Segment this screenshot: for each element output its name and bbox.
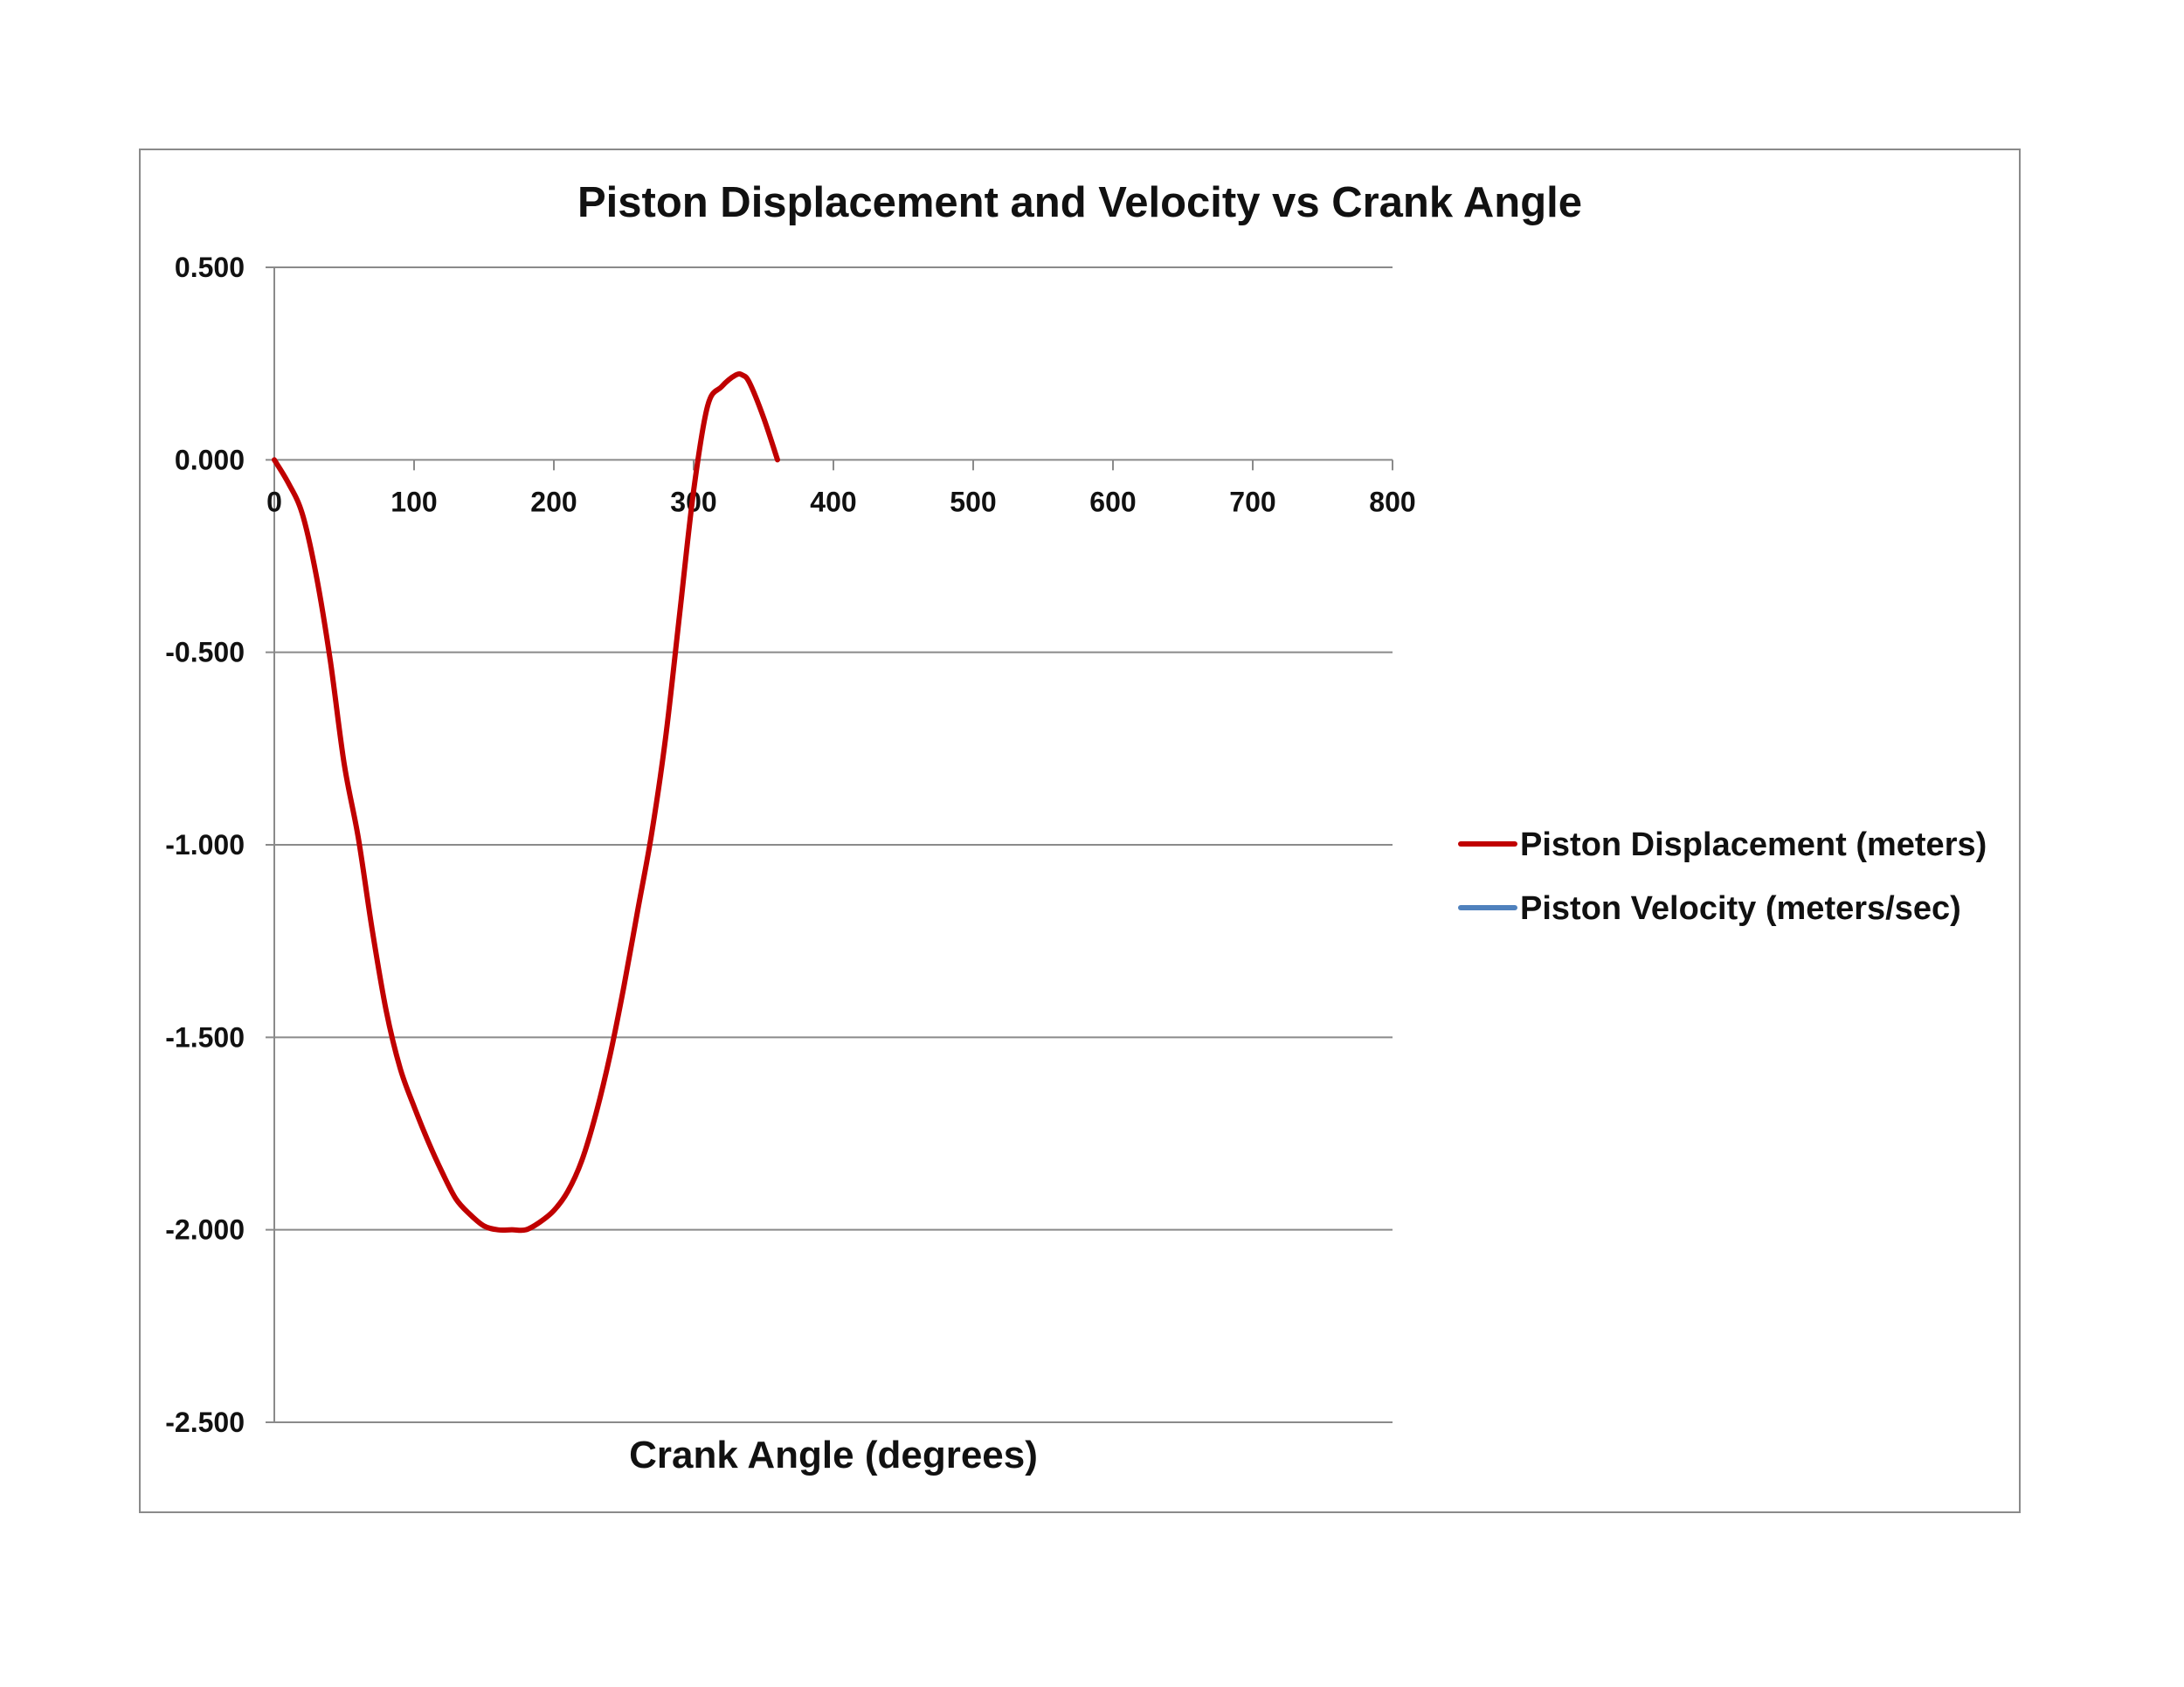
chart-title: Piston Displacement and Velocity vs Cran… [577, 179, 1582, 226]
x-tick-label: 0 [266, 486, 282, 517]
gridlines [266, 266, 1393, 1423]
series-line-0 [272, 371, 780, 1234]
chart-frame [139, 149, 2021, 1513]
x-tick-label: 400 [810, 486, 856, 517]
y-tick-labels: 0.500 0.000 -0.500 -1.000 -1.500 -2.000 -2.500 [165, 252, 245, 1438]
x-axis-label: Crank Angle (degrees) [629, 1434, 1038, 1476]
x-tick-labels: 0 100 200 300 400 500 600 700 800 [266, 486, 1416, 517]
legend-label-1: Piston Velocity (meters/sec) [1520, 890, 1961, 927]
y-tick-label: -0.500 [165, 637, 245, 668]
legend: Piston Displacement (meters) Piston Veloc… [1458, 826, 1987, 927]
x-tick-label: 500 [950, 486, 996, 517]
x-tick-label: 200 [530, 486, 577, 517]
x-tick-label: 600 [1089, 486, 1136, 517]
y-tick-label: -2.500 [165, 1407, 245, 1438]
series-lines [272, 371, 780, 1234]
y-tick-label: -1.500 [165, 1021, 245, 1053]
x-tick-label: 800 [1369, 486, 1415, 517]
y-tick-label: -2.000 [165, 1214, 245, 1246]
x-tick-label: 700 [1229, 486, 1275, 517]
legend-label-0: Piston Displacement (meters) [1520, 826, 1987, 863]
x-tick-label: 100 [390, 486, 437, 517]
y-tick-label: 0.500 [175, 252, 245, 283]
y-tick-label: -1.000 [165, 829, 245, 861]
y-tick-label: 0.000 [175, 444, 245, 475]
